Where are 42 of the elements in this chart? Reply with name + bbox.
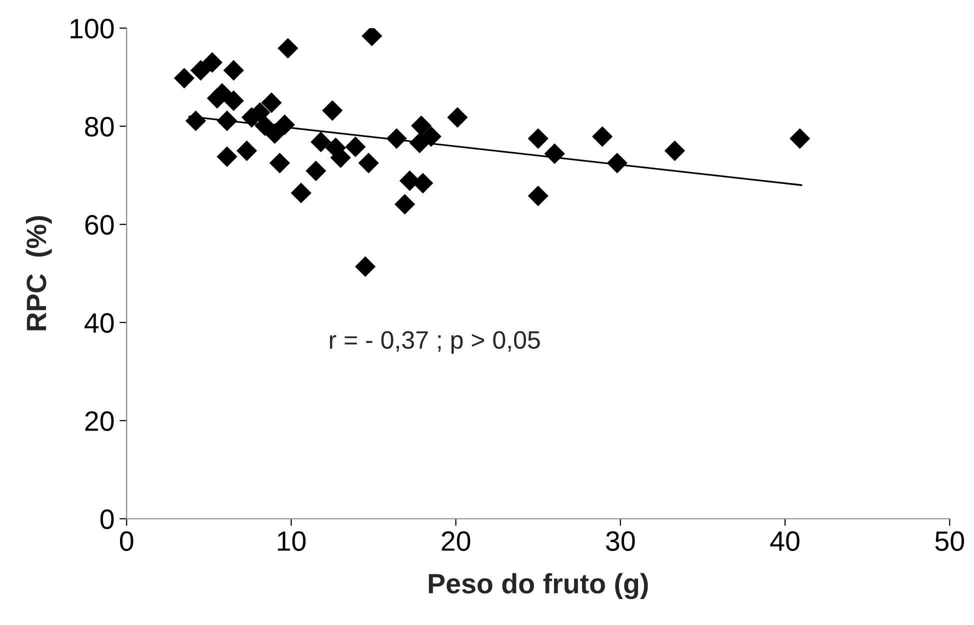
point <box>322 100 343 121</box>
y-tick-label: 100 <box>70 18 114 38</box>
point <box>447 107 468 128</box>
x-tick-label: 10 <box>278 531 306 551</box>
x-tick-label: 20 <box>442 531 470 551</box>
point <box>358 152 379 174</box>
y-axis-title: RPC (%) <box>26 216 52 330</box>
point <box>261 92 282 113</box>
point <box>394 194 416 215</box>
point <box>528 186 548 206</box>
point <box>212 83 232 104</box>
point <box>190 60 211 81</box>
point <box>278 38 298 59</box>
x-tick-label: 40 <box>770 531 800 551</box>
point <box>528 128 548 149</box>
point <box>216 146 238 167</box>
x-tick-label: 50 <box>935 531 964 551</box>
x-tick-label: 0 <box>120 531 134 551</box>
point <box>269 152 290 174</box>
y-tick-label: 60 <box>85 215 114 235</box>
point <box>592 126 613 147</box>
x-tick-label: 30 <box>606 531 635 551</box>
point <box>290 182 312 204</box>
y-tick-label: 20 <box>85 411 114 431</box>
point <box>310 132 332 152</box>
point <box>174 68 195 88</box>
point <box>306 160 326 182</box>
annotation: r = - 0,37 ; p > 0,05 <box>330 331 540 354</box>
point <box>236 140 258 162</box>
y-tick-label: 0 <box>100 509 114 530</box>
y-tick-label: 40 <box>84 313 114 333</box>
x-axis-title: Peso do fruto (g) <box>428 573 648 600</box>
point <box>664 140 686 162</box>
point <box>223 60 244 81</box>
point <box>223 90 244 112</box>
y-tick-label: 80 <box>85 116 114 137</box>
point <box>420 126 442 147</box>
point <box>790 128 810 149</box>
point <box>345 136 366 158</box>
point <box>410 115 432 136</box>
point <box>202 52 223 73</box>
point <box>355 256 376 277</box>
